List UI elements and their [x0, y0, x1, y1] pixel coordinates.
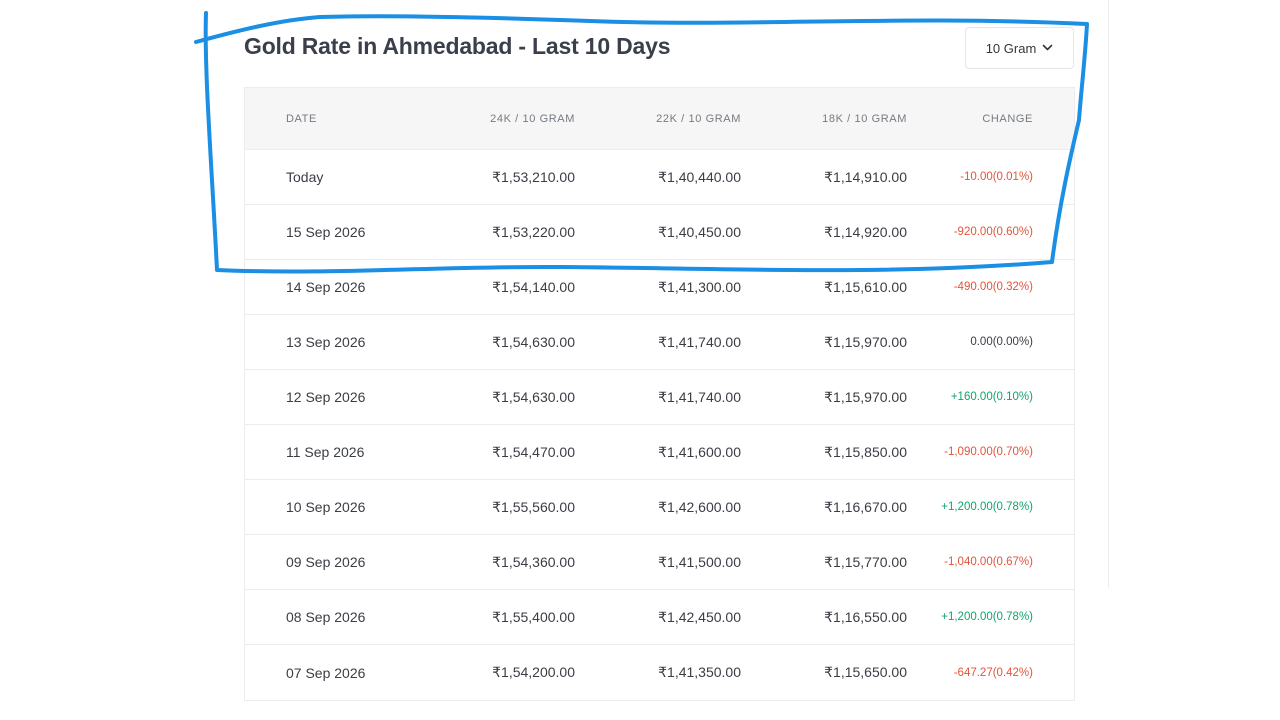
cell-date: 10 Sep 2026 — [286, 499, 366, 515]
cell-18k-rate: ₹1,15,610.00 — [824, 278, 907, 295]
header-18k: 18K / 10 GRAM — [822, 112, 907, 125]
cell-22k-rate: ₹1,40,450.00 — [658, 223, 741, 240]
gold-rate-table: DATE 24K / 10 GRAM 22K / 10 GRAM 18K / 1… — [244, 87, 1075, 701]
cell-change: -10.00(0.01%) — [960, 171, 1033, 183]
cell-24k-rate: ₹1,55,560.00 — [492, 498, 575, 515]
table-body: Today ₹1,53,210.00 ₹1,40,440.00 ₹1,14,910.0… — [245, 150, 1074, 700]
table-row: 09 Sep 2026 ₹1,54,360.00 ₹1,41,500.00 ₹1,15… — [245, 535, 1074, 590]
header-24k: 24K / 10 GRAM — [490, 112, 575, 125]
cell-date: 11 Sep 2026 — [286, 444, 365, 460]
table-row: 15 Sep 2026 ₹1,53,220.00 ₹1,40,450.00 ₹1,14… — [245, 205, 1074, 260]
cell-22k-rate: ₹1,41,500.00 — [658, 553, 741, 570]
cell-24k-rate: ₹1,54,630.00 — [492, 388, 575, 405]
header-change: CHANGE — [982, 112, 1033, 125]
table-row: 14 Sep 2026 ₹1,54,140.00 ₹1,41,300.00 ₹1,15… — [245, 260, 1074, 315]
cell-change: +160.00(0.10%) — [950, 391, 1033, 403]
page-title: Gold Rate in Ahmedabad - Last 10 Days — [244, 33, 671, 59]
cell-18k-rate: ₹1,15,850.00 — [824, 443, 907, 460]
table-row: 12 Sep 2026 ₹1,54,630.00 ₹1,41,740.00 ₹1,15… — [245, 370, 1074, 425]
cell-date: 13 Sep 2026 — [286, 334, 366, 350]
table-row: 13 Sep 2026 ₹1,54,630.00 ₹1,41,740.00 ₹1,15… — [245, 315, 1074, 370]
table-row: 07 Sep 2026 ₹1,54,200.00 ₹1,41,350.00 ₹1,15… — [245, 645, 1074, 700]
header-22k: 22K / 10 GRAM — [656, 112, 741, 125]
cell-24k-rate: ₹1,54,470.00 — [492, 443, 575, 460]
cell-18k-rate: ₹1,15,650.00 — [824, 664, 907, 680]
table-row: Today ₹1,53,210.00 ₹1,40,440.00 ₹1,14,910.0… — [245, 150, 1074, 205]
cell-18k-rate: ₹1,15,970.00 — [824, 333, 907, 350]
cell-date: 09 Sep 2026 — [286, 554, 366, 570]
cell-change: -1,090.00(0.70%) — [944, 446, 1033, 458]
cell-24k-rate: ₹1,53,220.00 — [492, 223, 575, 240]
cell-date: 15 Sep 2026 — [286, 224, 366, 240]
cell-18k-rate: ₹1,14,920.00 — [824, 223, 907, 240]
cell-18k-rate: ₹1,16,670.00 — [824, 498, 907, 515]
cell-change: +1,200.00(0.78%) — [941, 501, 1033, 513]
header-date: DATE — [286, 112, 317, 125]
table-row: 08 Sep 2026 ₹1,55,400.00 ₹1,42,450.00 ₹1,16… — [245, 590, 1074, 645]
cell-date: 07 Sep 2026 — [286, 664, 366, 681]
cell-change: +1,200.00(0.78%) — [941, 611, 1033, 623]
cell-22k-rate: ₹1,41,300.00 — [658, 278, 741, 295]
cell-22k-rate: ₹1,42,450.00 — [658, 608, 741, 625]
cell-18k-rate: ₹1,15,770.00 — [824, 553, 907, 570]
table-row: 10 Sep 2026 ₹1,55,560.00 ₹1,42,600.00 ₹1,16… — [245, 480, 1074, 535]
cell-change: -1,040.00(0.67%) — [944, 556, 1033, 568]
cell-date: 12 Sep 2026 — [286, 389, 366, 405]
cell-18k-rate: ₹1,16,550.00 — [824, 608, 907, 625]
cell-date: 14 Sep 2026 — [286, 279, 366, 295]
cell-22k-rate: ₹1,41,740.00 — [658, 333, 741, 350]
cell-24k-rate: ₹1,54,360.00 — [492, 553, 575, 570]
cell-date: 08 Sep 2026 — [286, 609, 366, 625]
chevron-down-icon — [1042, 44, 1053, 51]
cell-24k-rate: ₹1,54,200.00 — [492, 664, 575, 680]
cell-change: -920.00(0.60%) — [953, 226, 1033, 238]
cell-18k-rate: ₹1,15,970.00 — [824, 388, 907, 405]
cell-22k-rate: ₹1,40,440.00 — [658, 168, 741, 185]
unit-dropdown-value: 10 Gram — [985, 40, 1037, 56]
cell-18k-rate: ₹1,14,910.00 — [824, 168, 907, 185]
cell-22k-rate: ₹1,41,740.00 — [658, 388, 741, 405]
table-row: 11 Sep 2026 ₹1,54,470.00 ₹1,41,600.00 ₹1,15… — [245, 425, 1074, 480]
cell-22k-rate: ₹1,41,600.00 — [658, 443, 741, 460]
cell-change: -647.27(0.42%) — [953, 666, 1033, 679]
cell-change: 0.00(0.00%) — [970, 336, 1033, 348]
cell-24k-rate: ₹1,55,400.00 — [492, 608, 575, 625]
cell-change: -490.00(0.32%) — [953, 281, 1033, 293]
unit-dropdown[interactable]: 10 Gram — [965, 27, 1074, 69]
cell-24k-rate: ₹1,54,140.00 — [492, 278, 575, 295]
cell-22k-rate: ₹1,41,350.00 — [658, 664, 741, 680]
divider — [1108, 0, 1109, 588]
cell-24k-rate: ₹1,54,630.00 — [492, 333, 575, 350]
cell-22k-rate: ₹1,42,600.00 — [658, 498, 741, 515]
cell-24k-rate: ₹1,53,210.00 — [492, 168, 575, 185]
cell-date: Today — [286, 169, 324, 185]
table-header-row: DATE 24K / 10 GRAM 22K / 10 GRAM 18K / 1… — [245, 88, 1074, 150]
